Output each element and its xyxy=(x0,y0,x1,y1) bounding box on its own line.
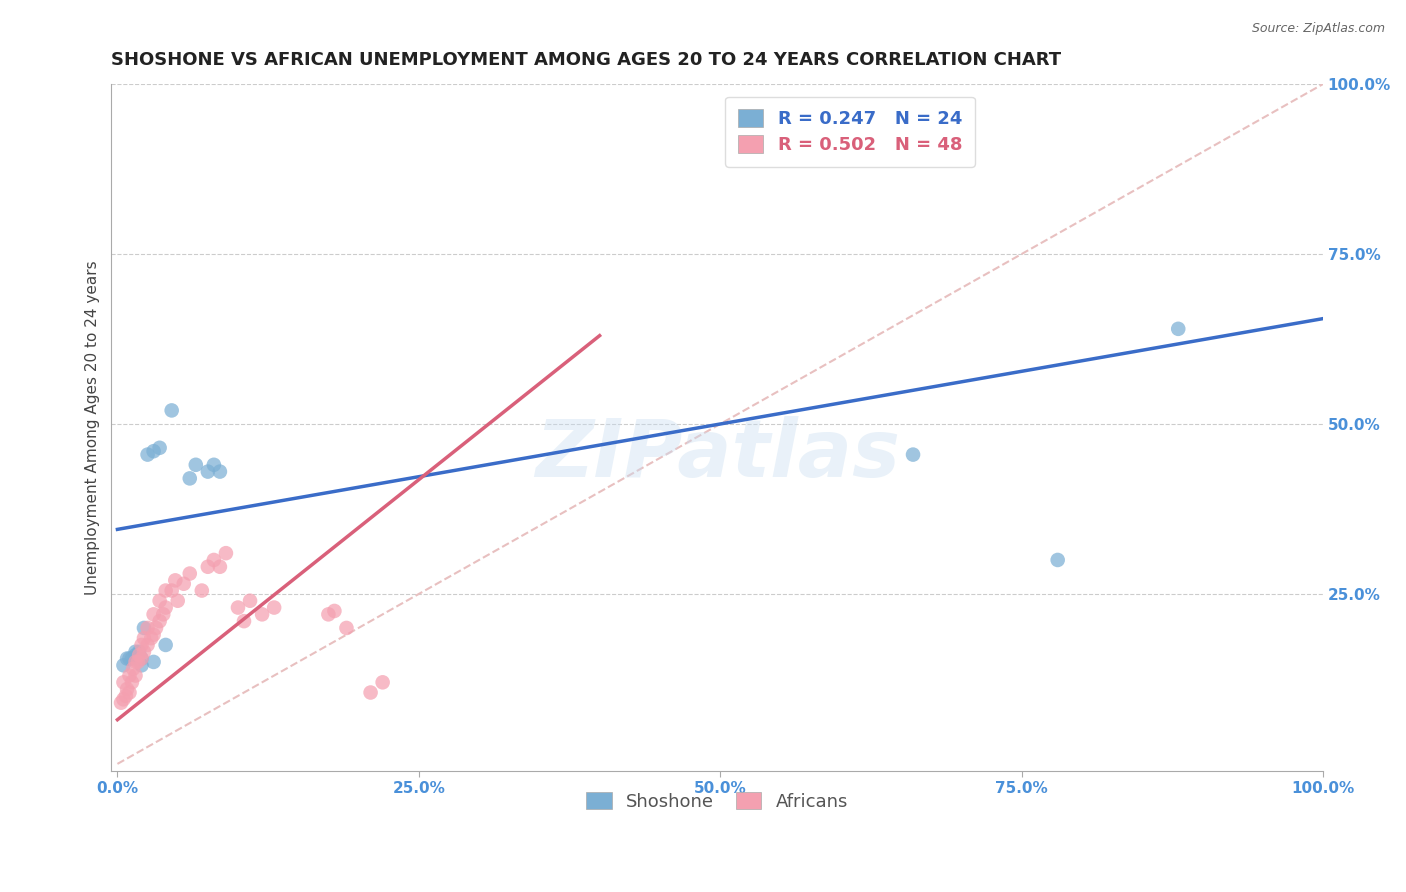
Point xyxy=(132,631,155,645)
Point xyxy=(112,675,135,690)
Point xyxy=(131,651,153,665)
Point xyxy=(132,621,155,635)
Point xyxy=(118,651,141,665)
Point xyxy=(149,593,172,607)
Y-axis label: Unemployment Among Ages 20 to 24 years: Unemployment Among Ages 20 to 24 years xyxy=(86,260,100,595)
Point xyxy=(115,689,138,703)
Point xyxy=(142,628,165,642)
Point xyxy=(179,471,201,485)
Point xyxy=(239,593,262,607)
Point xyxy=(124,655,146,669)
Point xyxy=(145,621,167,635)
Point xyxy=(128,648,150,662)
Point xyxy=(121,675,143,690)
Text: Source: ZipAtlas.com: Source: ZipAtlas.com xyxy=(1251,22,1385,36)
Point xyxy=(124,645,146,659)
Point xyxy=(128,645,150,659)
Point xyxy=(142,607,165,622)
Point xyxy=(115,651,138,665)
Point xyxy=(121,651,143,665)
Point xyxy=(122,662,145,676)
Point xyxy=(131,638,153,652)
Point xyxy=(118,668,141,682)
Point xyxy=(155,638,177,652)
Point xyxy=(124,668,146,682)
Point xyxy=(115,682,138,697)
Point xyxy=(136,638,159,652)
Point xyxy=(155,583,177,598)
Point xyxy=(226,600,249,615)
Point xyxy=(208,465,231,479)
Point xyxy=(233,614,256,628)
Point xyxy=(152,607,174,622)
Point xyxy=(173,576,195,591)
Point xyxy=(1167,322,1189,336)
Point xyxy=(155,600,177,615)
Point xyxy=(136,621,159,635)
Point xyxy=(263,600,285,615)
Point xyxy=(250,607,273,622)
Point xyxy=(149,614,172,628)
Point xyxy=(131,658,153,673)
Point xyxy=(142,655,165,669)
Text: SHOSHONE VS AFRICAN UNEMPLOYMENT AMONG AGES 20 TO 24 YEARS CORRELATION CHART: SHOSHONE VS AFRICAN UNEMPLOYMENT AMONG A… xyxy=(111,51,1062,69)
Point xyxy=(360,685,382,699)
Point xyxy=(202,458,225,472)
Text: ZIPatlas: ZIPatlas xyxy=(534,416,900,494)
Point xyxy=(371,675,394,690)
Point xyxy=(166,593,188,607)
Point xyxy=(179,566,201,581)
Point xyxy=(110,696,132,710)
Point xyxy=(112,692,135,706)
Point xyxy=(112,658,135,673)
Point xyxy=(202,553,225,567)
Point xyxy=(132,645,155,659)
Point xyxy=(335,621,357,635)
Point xyxy=(1046,553,1069,567)
Point xyxy=(142,444,165,458)
Point xyxy=(165,574,187,588)
Point xyxy=(136,448,159,462)
Point xyxy=(197,465,219,479)
Point xyxy=(215,546,238,560)
Point xyxy=(141,631,163,645)
Point xyxy=(160,403,183,417)
Point xyxy=(131,651,153,665)
Point xyxy=(127,655,149,669)
Point xyxy=(318,607,340,622)
Point xyxy=(160,583,183,598)
Point xyxy=(323,604,346,618)
Point xyxy=(149,441,172,455)
Point xyxy=(191,583,214,598)
Point xyxy=(184,458,207,472)
Point xyxy=(901,448,924,462)
Point xyxy=(118,685,141,699)
Legend: Shoshone, Africans: Shoshone, Africans xyxy=(574,780,860,823)
Point xyxy=(208,559,231,574)
Point xyxy=(124,648,146,662)
Point xyxy=(197,559,219,574)
